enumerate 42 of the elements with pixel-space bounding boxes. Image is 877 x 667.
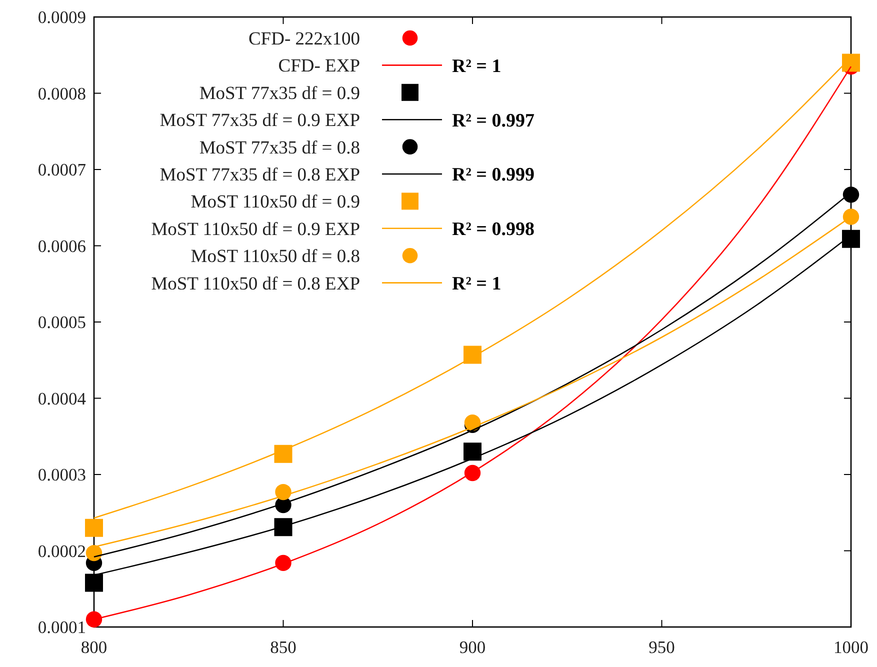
legend-label: MoST 110x50 df = 0.9 [190, 192, 360, 213]
point [86, 544, 102, 562]
point [842, 230, 860, 248]
legend-label: CFD- EXP [278, 56, 360, 77]
y-tick-label: 0.0001 [38, 617, 86, 638]
annotation: R² = 0.999 [452, 164, 534, 186]
point [85, 518, 103, 537]
legend-label: MoST 77x35 df = 0.9 [199, 84, 360, 104]
legend-label: MoST 77x35 df = 0.9 EXP [160, 111, 360, 132]
annotation: R² = 0.997 [452, 110, 535, 132]
annotation: R² = 1 [452, 273, 502, 294]
y-tick-label: 0.0005 [38, 312, 86, 332]
point [275, 554, 292, 572]
legend-label: MoST 110x50 df = 0.8 [190, 247, 360, 268]
legend-label: CFD- 222x100 [248, 29, 360, 50]
y-tick-label: 0.0006 [38, 236, 86, 256]
legend-label: MoST 77x35 df = 0.8 EXP [160, 165, 360, 186]
point [274, 444, 292, 463]
y-tick-label: 0.0004 [38, 388, 86, 408]
point [842, 186, 860, 203]
point [464, 442, 482, 461]
point [85, 574, 103, 592]
y-tick-label: 0.0003 [38, 464, 86, 485]
y-tick-label: 0.0009 [38, 7, 86, 28]
legend-label: MoST 77x35 df = 0.8 [199, 138, 360, 158]
y-tick-label: 0.0008 [38, 83, 86, 104]
point [464, 346, 482, 364]
point [842, 208, 860, 225]
point [275, 484, 292, 500]
legend-label: MoST 110x50 df = 0.8 EXP [151, 274, 360, 294]
x-tick-label: 850 [270, 637, 297, 657]
x-tick-label: 800 [80, 637, 108, 657]
y-tick-label: 0.0002 [38, 540, 86, 561]
point [86, 611, 102, 628]
point [274, 518, 292, 536]
annotation: R² = 0.998 [452, 219, 534, 240]
legend-label: MoST 110x50 df = 0.9 EXP [151, 220, 360, 240]
y-tick-label: 0.0007 [38, 160, 86, 180]
x-tick-label: 900 [459, 637, 486, 657]
x-tick-label: 1000 [834, 637, 869, 657]
x-tick-label: 950 [648, 637, 676, 657]
annotation: R² = 1 [452, 56, 502, 77]
